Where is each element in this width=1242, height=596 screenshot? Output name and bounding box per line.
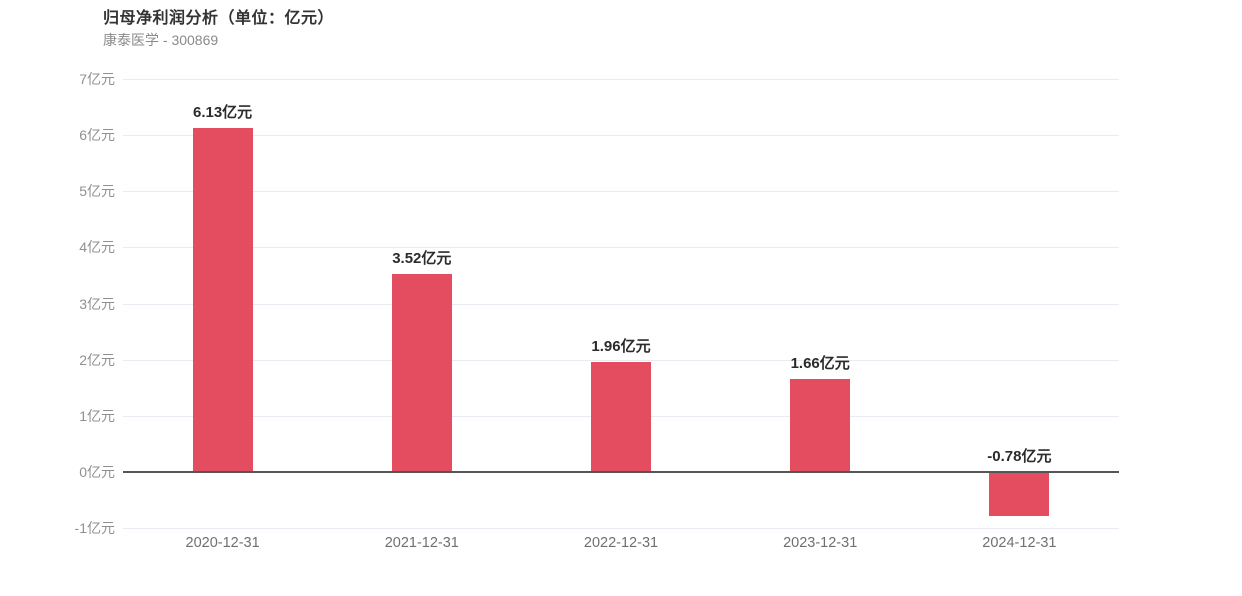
y-axis-tick-label: 0亿元 [79,463,115,480]
bar-value-label: 3.52亿元 [392,250,452,268]
gridline [123,247,1119,249]
x-axis-tick-label: 2024-12-31 [982,535,1057,551]
bar-value-label: 1.66亿元 [790,354,850,372]
zero-axis-line [123,470,1119,473]
y-axis-tick-label: -1亿元 [74,520,115,536]
y-axis-tick-label: 4亿元 [79,239,115,256]
gridline [123,303,1119,305]
x-axis-tick-label: 2021-12-31 [384,535,459,551]
gridline [123,528,1119,529]
y-axis-tick-label: 3亿元 [79,295,115,312]
gridline [123,135,1119,137]
y-axis-tick-label: 5亿元 [79,183,115,200]
y-axis-tick-label: 1亿元 [79,407,115,424]
bar-2021-12-31 [391,274,452,472]
bar-2020-12-31 [192,127,253,472]
x-axis-tick-label: 2023-12-31 [783,535,858,551]
chart-subtitle: 康泰医学 - 300869 [103,32,219,48]
bar-value-label: -0.78亿元 [987,447,1052,465]
gridline [123,79,1119,80]
gridline [123,359,1119,361]
y-axis-tick-label: 2亿元 [79,351,115,368]
bar-value-label: 6.13亿元 [192,103,253,121]
gridline [123,191,1119,193]
x-axis-tick-label: 2022-12-31 [583,535,659,551]
bar-value-label: 1.96亿元 [591,337,651,355]
y-axis-tick-label: 6亿元 [79,127,115,144]
x-axis-tick-label: 2020-12-31 [185,535,260,551]
chart-title: 归母净利润分析（单位：亿元） [103,10,335,27]
bar-2023-12-31 [790,378,851,472]
bar-2022-12-31 [591,361,651,472]
y-axis-tick-label: 7亿元 [79,71,115,87]
bar-2024-12-31 [989,471,1050,516]
